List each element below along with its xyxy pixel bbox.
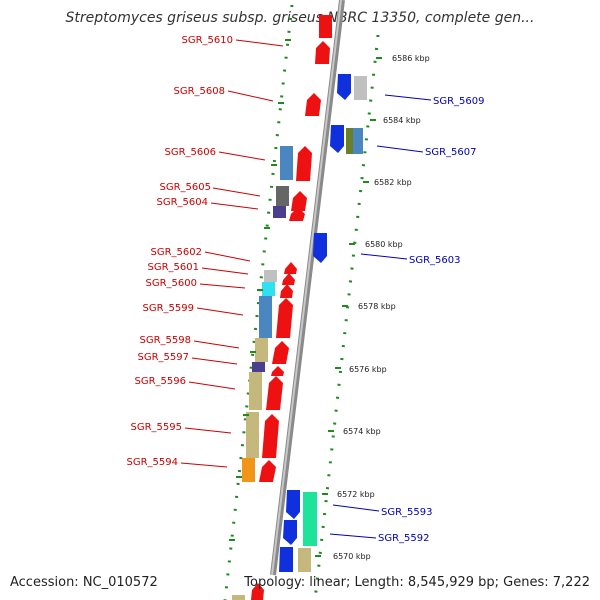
anno-box (276, 186, 289, 206)
anno-box (246, 412, 259, 458)
gene-arrow (262, 414, 279, 458)
gene-arrow (283, 520, 297, 545)
gene-label-sgr-5597: SGR_5597 (138, 352, 190, 363)
gene-label-sgr-5608: SGR_5608 (174, 86, 226, 97)
right-gene-arrows (279, 74, 367, 572)
red-gene-arrows (251, 15, 332, 600)
right-gene-label-texts[interactable]: SGR_5609 SGR_5607 SGR_5603 SGR_5593 SGR_… (378, 96, 485, 544)
right-dotted-boundary (313, 34, 380, 600)
left-dotted-boundary (223, 4, 294, 600)
kbp-label: 6572 kbp (337, 490, 375, 499)
kbp-labels: 6586 kbp 6584 kbp 6582 kbp 6580 kbp 6578… (333, 54, 430, 561)
anno-box (280, 146, 293, 180)
gene-label-sgr-5601: SGR_5601 (148, 262, 200, 273)
anno-box (259, 296, 272, 338)
gene-arrow (279, 547, 293, 572)
left-annotation-boxes (232, 146, 293, 600)
gene-arrow (266, 376, 283, 410)
kbp-label: 6586 kbp (392, 54, 430, 63)
gene-arrow (284, 262, 297, 274)
gene-label-sgr-5606: SGR_5606 (165, 147, 217, 158)
gene-label-sgr-5602: SGR_5602 (151, 247, 203, 258)
anno-box (232, 595, 245, 600)
kbp-tick-marks (229, 39, 382, 557)
gene-label-sgr-5604: SGR_5604 (157, 197, 209, 208)
gene-label-sgr-5594: SGR_5594 (127, 457, 179, 468)
gene-arrow (315, 41, 330, 64)
left-gene-labels[interactable] (180, 39, 284, 468)
anno-box (264, 270, 277, 282)
anno-box (242, 458, 255, 482)
gene-label-sgr-5595: SGR_5595 (131, 422, 183, 433)
topology-text: Topology: linear; Length: 8,545,929 bp; … (244, 575, 590, 590)
gene-arrow (251, 583, 264, 600)
gene-arrow (282, 273, 295, 285)
gene-label-sgr-5609: SGR_5609 (433, 96, 485, 107)
gene-arrow (296, 146, 312, 181)
gene-arrow (272, 341, 289, 364)
gene-label-sgr-5605: SGR_5605 (160, 182, 212, 193)
anno-box (252, 362, 265, 372)
anno-box (353, 128, 363, 154)
gene-arrow (337, 74, 351, 100)
gene-arrow (280, 284, 293, 298)
gene-label-sgr-5598: SGR_5598 (140, 335, 192, 346)
anno-box (303, 492, 317, 546)
gene-arrow (286, 490, 300, 519)
gene-label-sgr-5607: SGR_5607 (425, 147, 477, 158)
gene-label-sgr-5596: SGR_5596 (135, 376, 187, 387)
gene-label-sgr-5599: SGR_5599 (143, 303, 195, 314)
anno-box (262, 282, 275, 296)
kbp-label: 6570 kbp (333, 552, 371, 561)
gene-label-sgr-5593: SGR_5593 (381, 507, 433, 518)
gene-arrow (276, 298, 293, 338)
anno-box (273, 206, 286, 218)
gene-arrow (271, 366, 284, 376)
kbp-label: 6582 kbp (374, 178, 412, 187)
kbp-label: 6580 kbp (365, 240, 403, 249)
right-gene-labels[interactable] (329, 94, 432, 539)
gene-arrow (319, 15, 332, 38)
gene-arrow (289, 207, 305, 221)
anno-box (255, 338, 268, 362)
gene-arrow (259, 460, 276, 482)
left-gene-label-texts[interactable]: SGR_5610 SGR_5608 SGR_5606 SGR_5605 SGR_… (127, 35, 234, 468)
gene-label-sgr-5600: SGR_5600 (146, 278, 198, 289)
gene-arrow (330, 125, 344, 153)
gene-arrow (305, 93, 321, 116)
kbp-label: 6578 kbp (358, 302, 396, 311)
kbp-label: 6574 kbp (343, 427, 381, 436)
genome-backbone-highlight (271, 0, 342, 576)
gene-label-sgr-5610: SGR_5610 (182, 35, 234, 46)
anno-box (354, 76, 367, 100)
gene-arrow (291, 191, 307, 211)
gene-arrow (313, 233, 327, 263)
kbp-label: 6576 kbp (349, 365, 387, 374)
anno-box (346, 128, 354, 154)
anno-box (298, 548, 311, 572)
gene-label-sgr-5603: SGR_5603 (409, 255, 461, 266)
kbp-label: 6584 kbp (383, 116, 421, 125)
map-title: Streptomyces griseus subsp. griseus NBRC… (65, 10, 535, 26)
accession-text: Accession: NC_010572 (10, 575, 158, 590)
anno-box (249, 372, 262, 410)
gene-label-sgr-5592: SGR_5592 (378, 533, 430, 544)
